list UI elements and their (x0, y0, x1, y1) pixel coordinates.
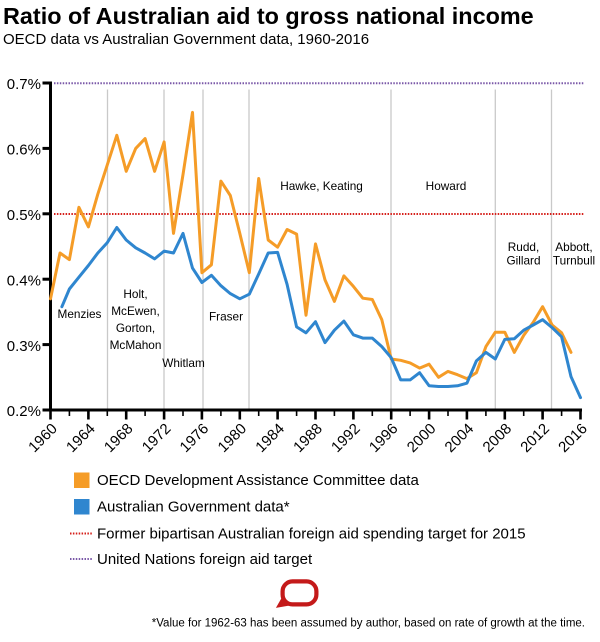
svg-text:0.2%: 0.2% (7, 403, 41, 420)
svg-text:*Value for 1962-63 has been as: *Value for 1962-63 has been assumed by a… (152, 618, 585, 630)
svg-text:Abbott,: Abbott, (555, 240, 592, 254)
svg-text:Menzies: Menzies (58, 307, 102, 321)
svg-text:Rudd,: Rudd, (508, 240, 539, 254)
svg-text:Former bipartisan Australian f: Former bipartisan Australian foreign aid… (97, 526, 526, 543)
svg-text:0.3%: 0.3% (7, 338, 41, 355)
svg-text:Gillard: Gillard (506, 254, 540, 268)
svg-text:OECD data vs Australian Govern: OECD data vs Australian Government data,… (3, 31, 369, 48)
svg-text:OECD Development Assistance Co: OECD Development Assistance Committee da… (97, 472, 419, 489)
svg-text:Turnbull: Turnbull (553, 254, 595, 268)
svg-text:Howard: Howard (426, 179, 467, 193)
svg-text:Gorton,: Gorton, (116, 321, 155, 335)
svg-text:Whitlam: Whitlam (162, 356, 205, 370)
svg-text:Ratio of Australian aid to gro: Ratio of Australian aid to gross nationa… (3, 3, 534, 29)
svg-text:0.5%: 0.5% (7, 207, 41, 224)
svg-text:United Nations foreign aid tar: United Nations foreign aid target (97, 551, 313, 568)
svg-text:0.7%: 0.7% (7, 76, 41, 93)
svg-text:Holt,: Holt, (123, 287, 147, 301)
svg-text:Hawke, Keating: Hawke, Keating (280, 179, 363, 193)
svg-text:Fraser: Fraser (209, 310, 243, 324)
svg-text:0.6%: 0.6% (7, 142, 41, 159)
svg-text:McMahon: McMahon (110, 338, 162, 352)
svg-text:Australian Government data*: Australian Government data* (97, 499, 290, 516)
svg-text:0.4%: 0.4% (7, 272, 41, 289)
svg-text:McEwen,: McEwen, (111, 304, 160, 318)
